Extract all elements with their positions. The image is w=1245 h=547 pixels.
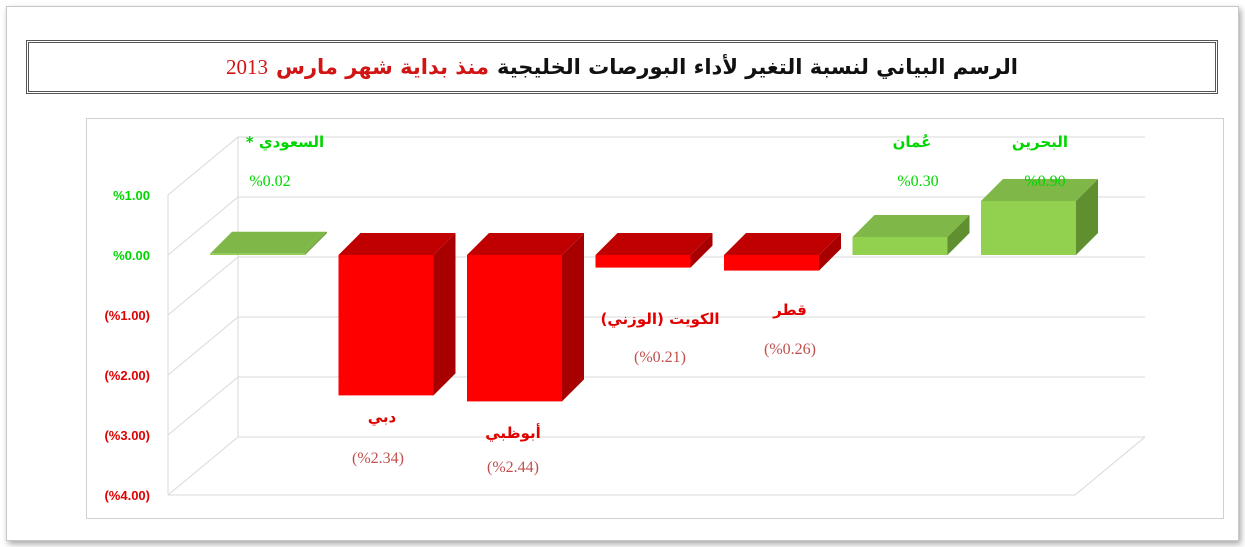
chart-title: الرسم البياني لنسبة التغير لأداء البورصا… [497, 55, 1019, 79]
plot-area-frame [86, 118, 1224, 519]
category-label: أبوظبي [485, 423, 541, 442]
bar-top [852, 215, 970, 237]
category-label: دبي [368, 408, 397, 426]
data-label: (%0.21) [634, 349, 686, 366]
gridlines [167, 136, 1146, 496]
chart-title-highlight: منذ بداية شهر مارس [275, 55, 489, 79]
floor-edge [168, 436, 1146, 496]
bar [852, 237, 948, 255]
chart-title-box: الرسم البياني لنسبة التغير لأداء البورصا… [26, 40, 1218, 94]
gridline [167, 436, 1145, 496]
gridline [167, 376, 1145, 436]
bar-group [852, 215, 970, 255]
bar-side [819, 233, 841, 271]
bar-side [690, 233, 713, 268]
bar-group [338, 233, 456, 396]
data-label: (%0.26) [764, 341, 816, 358]
data-label: (%2.34) [352, 450, 404, 467]
bar-top [210, 231, 327, 254]
category-label: الكويت (الوزني) [601, 310, 720, 328]
bar-group [595, 233, 713, 268]
data-label: (%2.44) [487, 459, 539, 476]
bar-side [433, 233, 456, 396]
gridline [167, 316, 1145, 376]
bar-group [724, 233, 841, 271]
bar-top [467, 233, 584, 255]
category-label: قطر [772, 301, 807, 319]
bar-side [305, 231, 327, 255]
data-label: %0.02 [249, 173, 290, 190]
data-label: %0.30 [897, 173, 938, 190]
category-label: عُمان [893, 133, 932, 151]
y-tick-label: (%1.00) [104, 308, 150, 323]
bar-top [338, 233, 456, 255]
category-label: البحرين [1012, 133, 1068, 151]
bar [724, 255, 819, 271]
bar-side [1076, 179, 1098, 255]
y-tick-label: (%3.00) [104, 428, 150, 443]
bar [210, 253, 305, 255]
bar-side [562, 233, 584, 402]
gridline [167, 136, 1145, 196]
bar-group [210, 231, 327, 255]
bar-top [595, 233, 713, 255]
y-tick-label: %0.00 [113, 248, 150, 263]
chart-title-year: 2013 [225, 54, 268, 79]
bar-group [981, 179, 1098, 255]
data-label: %0.90 [1024, 173, 1065, 190]
gridline [167, 196, 1145, 256]
y-tick-label: %1.00 [113, 188, 150, 203]
bar [595, 255, 691, 268]
bar-top [724, 233, 841, 255]
y-tick-label: (%4.00) [104, 488, 150, 503]
gridline [167, 256, 1145, 316]
bar-top [981, 179, 1098, 201]
bar-side [947, 215, 970, 255]
bar-group [467, 233, 584, 402]
bar [981, 201, 1076, 255]
category-label: السعودي * [246, 133, 324, 152]
chart-container [6, 6, 1239, 541]
y-tick-label: (%2.00) [104, 368, 150, 383]
bar [338, 255, 434, 396]
bar [467, 255, 562, 402]
